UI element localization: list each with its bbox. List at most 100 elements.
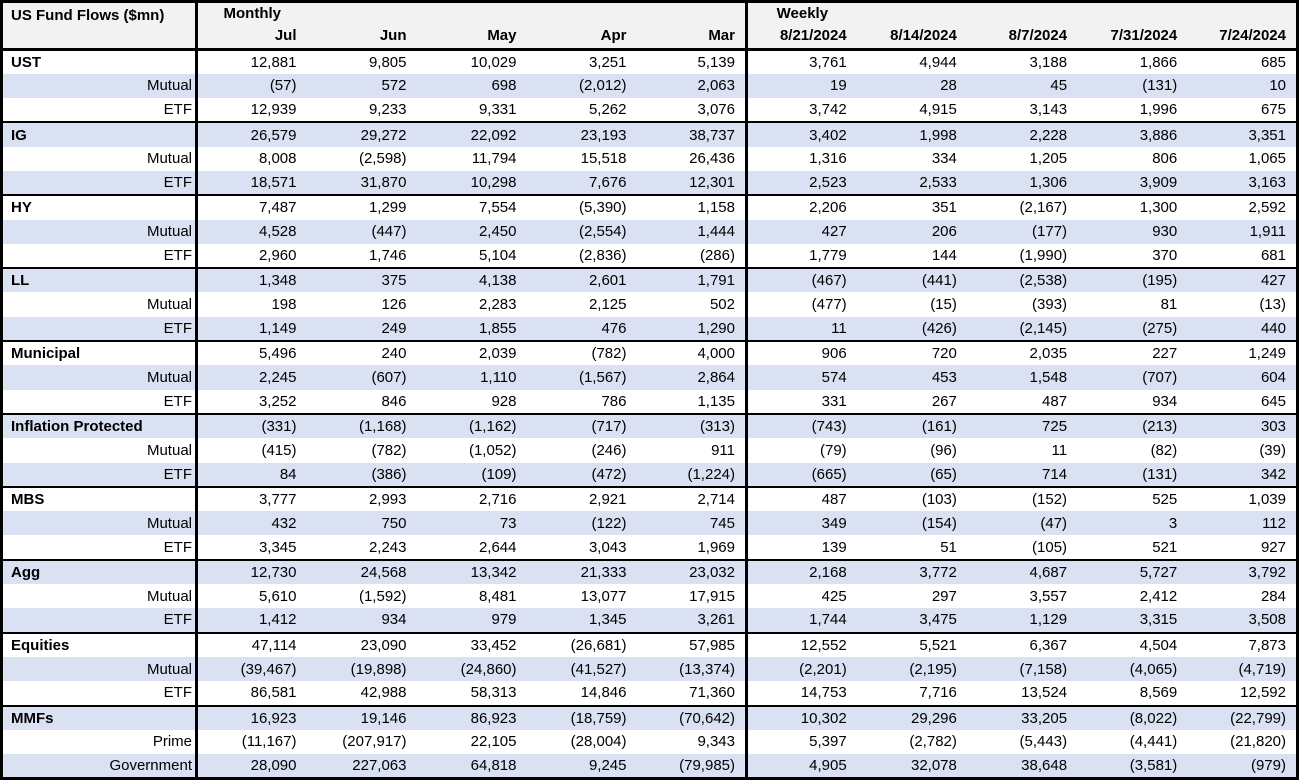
row-label-sub: Mutual (1, 656, 198, 682)
table-row: MMFs 16,923 19,146 86,923 (18,759) (70,642) 10… (1, 705, 1298, 730)
cell-monthly-value: 23,090 (360, 636, 407, 654)
cell-weekly-value: 604 (1187, 365, 1298, 390)
cell-monthly-value: (13,374) (636, 656, 747, 682)
cell-monthly-value: (472) (526, 462, 637, 488)
cell-weekly-value: 427 (744, 219, 857, 244)
cell-monthly-value: (5,390) (578, 199, 627, 217)
cell-monthly-value: 12,881 (250, 53, 297, 71)
cell-weekly-value: 144 (856, 243, 967, 270)
cell-monthly-value: 29,272 (306, 122, 417, 147)
cell-monthly-value: 84 (196, 462, 307, 488)
cell-monthly-value: 198 (271, 296, 297, 314)
cell-monthly-value: 1,746 (306, 243, 417, 270)
table-row: Mutual (415) (782) (1,052) (246) 911 (79) (96) 1… (1, 438, 1298, 463)
cell-weekly-value: (79) (744, 438, 857, 463)
cell-monthly-value: (331) (196, 413, 307, 439)
table-row: ETF 18,571 31,870 10,298 7,676 12,301 2,523 2,5… (1, 170, 1298, 197)
cell-monthly-value: 1,110 (416, 365, 527, 390)
column-header-week: 7/24/2024 (1187, 23, 1298, 51)
cell-weekly-value: (4,441) (1129, 733, 1178, 751)
cell-monthly-value: 2,644 (416, 535, 527, 561)
cell-weekly-value: 720 (931, 345, 957, 363)
cell-weekly-value: 3,163 (1187, 170, 1298, 197)
cell-weekly-value: 342 (1187, 462, 1298, 488)
cell-monthly-value: 12,939 (196, 98, 307, 124)
cell-monthly-value: 5,139 (697, 53, 735, 71)
header-spacer (966, 1, 1078, 24)
cell-weekly-value: 1,548 (966, 365, 1078, 390)
cell-weekly-value: (441) (856, 268, 967, 293)
cell-weekly-value: (65) (856, 462, 967, 488)
cell-monthly-value: 71,360 (636, 681, 747, 707)
cell-weekly-value: (195) (1077, 268, 1188, 293)
row-label-sub: ETF (1, 98, 198, 124)
cell-weekly-value: 681 (1187, 243, 1298, 270)
row-label-category: Agg (1, 559, 198, 585)
cell-weekly-value: 1,249 (1248, 345, 1286, 363)
cell-monthly-value: 3,251 (588, 53, 627, 71)
table-row: MBS 3,777 2,993 2,716 2,921 2,714 487 (103) (152… (1, 486, 1298, 512)
cell-weekly-value: 1,779 (744, 243, 857, 270)
cell-weekly-value: 3,761 (744, 49, 857, 74)
cell-monthly-value: 7,676 (526, 170, 637, 197)
cell-weekly-value: (426) (856, 316, 967, 343)
row-label-sub: Mutual (1, 219, 198, 244)
weekly-section-header: Weekly (744, 1, 857, 24)
row-label-sub: Mutual (1, 511, 198, 536)
cell-weekly-value: (3,581) (1077, 754, 1188, 780)
cell-monthly-value: 17,915 (689, 587, 735, 605)
cell-weekly-value: 725 (966, 413, 1078, 439)
cell-weekly-value: 930 (1077, 219, 1188, 244)
cell-weekly-value: (131) (1077, 73, 1188, 99)
cell-weekly-value: (154) (856, 511, 967, 536)
cell-weekly-value: 12,552 (744, 632, 857, 657)
cell-monthly-value: (415) (261, 441, 297, 459)
header-spacer (1077, 1, 1188, 24)
cell-monthly-value: 8,481 (478, 587, 517, 605)
table-body: UST 12,881 9,805 10,029 3,251 5,139 3,761 4,944… (1, 49, 1298, 780)
column-header-month: Mar (636, 23, 747, 51)
cell-monthly-value: (447) (306, 219, 417, 244)
cell-monthly-value: 33,452 (470, 636, 517, 654)
cell-monthly-value: 3,076 (636, 98, 747, 124)
cell-monthly-value: (122) (526, 511, 637, 536)
table-row: Mutual 8,008 (2,598) 11,794 15,518 26,436 1,31… (1, 146, 1298, 171)
cell-weekly-value: 4,905 (744, 754, 857, 780)
cell-weekly-value: 267 (856, 389, 967, 415)
cell-weekly-value: (665) (744, 462, 857, 488)
cell-monthly-value: 1,135 (636, 389, 747, 415)
column-header-week: 8/21/2024 (744, 23, 857, 51)
cell-monthly-value: 16,923 (196, 705, 307, 730)
cell-weekly-value: 3,742 (744, 98, 857, 124)
table-row: Municipal 5,496 240 2,039 (782) 4,000 906 720 2,… (1, 341, 1298, 366)
cell-weekly-value: (393) (1032, 296, 1068, 314)
cell-monthly-value: 12,730 (196, 559, 307, 585)
row-label-sub: ETF (1, 316, 198, 343)
cell-monthly-value: (57) (196, 73, 307, 99)
cell-weekly-value: (96) (930, 441, 957, 459)
table-row: ETF 2,960 1,746 5,104 (2,836) (286) 1,779 144 (1… (1, 243, 1298, 270)
cell-weekly-value: 51 (856, 535, 967, 561)
cell-weekly-value: 2,168 (744, 559, 857, 585)
cell-monthly-value: (207,917) (342, 733, 407, 751)
cell-monthly-value: (79,985) (636, 754, 747, 780)
cell-weekly-value: (2,195) (856, 656, 967, 682)
cell-monthly-value: 2,716 (478, 490, 517, 508)
cell-monthly-value: (2,836) (526, 243, 637, 270)
cell-weekly-value: 1,996 (1077, 98, 1188, 124)
table-row: Mutual 432 750 73 (122) 745 349 (154) (47) 3 112 (1, 511, 1298, 536)
cell-monthly-value: 22,105 (470, 733, 517, 751)
cell-monthly-value: 934 (306, 608, 417, 634)
cell-weekly-value: 3,792 (1187, 559, 1298, 585)
cell-monthly-value: (39,467) (196, 656, 307, 682)
cell-weekly-value: 1,039 (1248, 490, 1286, 508)
row-label-sub: ETF (1, 462, 198, 488)
column-header-month: May (416, 23, 527, 51)
cell-monthly-value: 86,923 (416, 705, 527, 730)
cell-weekly-value: (5,443) (1019, 733, 1068, 751)
cell-monthly-value: 9,343 (697, 733, 735, 751)
cell-monthly-value: 249 (306, 316, 417, 343)
cell-weekly-value: 1,866 (1139, 53, 1178, 71)
cell-monthly-value: 26,436 (689, 150, 735, 168)
